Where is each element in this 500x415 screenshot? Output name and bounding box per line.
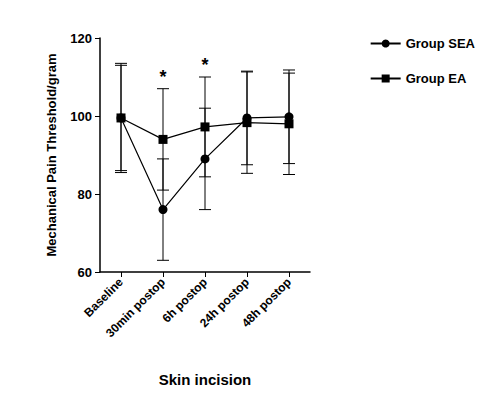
svg-text:*: * — [201, 55, 208, 75]
svg-text:Group EA: Group EA — [406, 71, 467, 86]
svg-text:120: 120 — [70, 31, 92, 46]
svg-text:100: 100 — [70, 109, 92, 124]
svg-text:48h postop: 48h postop — [239, 275, 294, 330]
svg-text:Group SEA: Group SEA — [406, 36, 476, 51]
svg-text:Skin incision: Skin incision — [159, 371, 252, 388]
svg-text:80: 80 — [78, 187, 92, 202]
svg-text:30min postop: 30min postop — [103, 275, 168, 340]
svg-text:60: 60 — [78, 265, 92, 280]
svg-text:24h postop: 24h postop — [196, 275, 252, 331]
svg-text:*: * — [159, 67, 166, 87]
svg-text:Mechanical Pain Threshold/gram: Mechanical Pain Threshold/gram — [44, 54, 59, 257]
svg-text:6h postop: 6h postop — [159, 275, 210, 326]
svg-text:Baseline: Baseline — [81, 275, 126, 320]
